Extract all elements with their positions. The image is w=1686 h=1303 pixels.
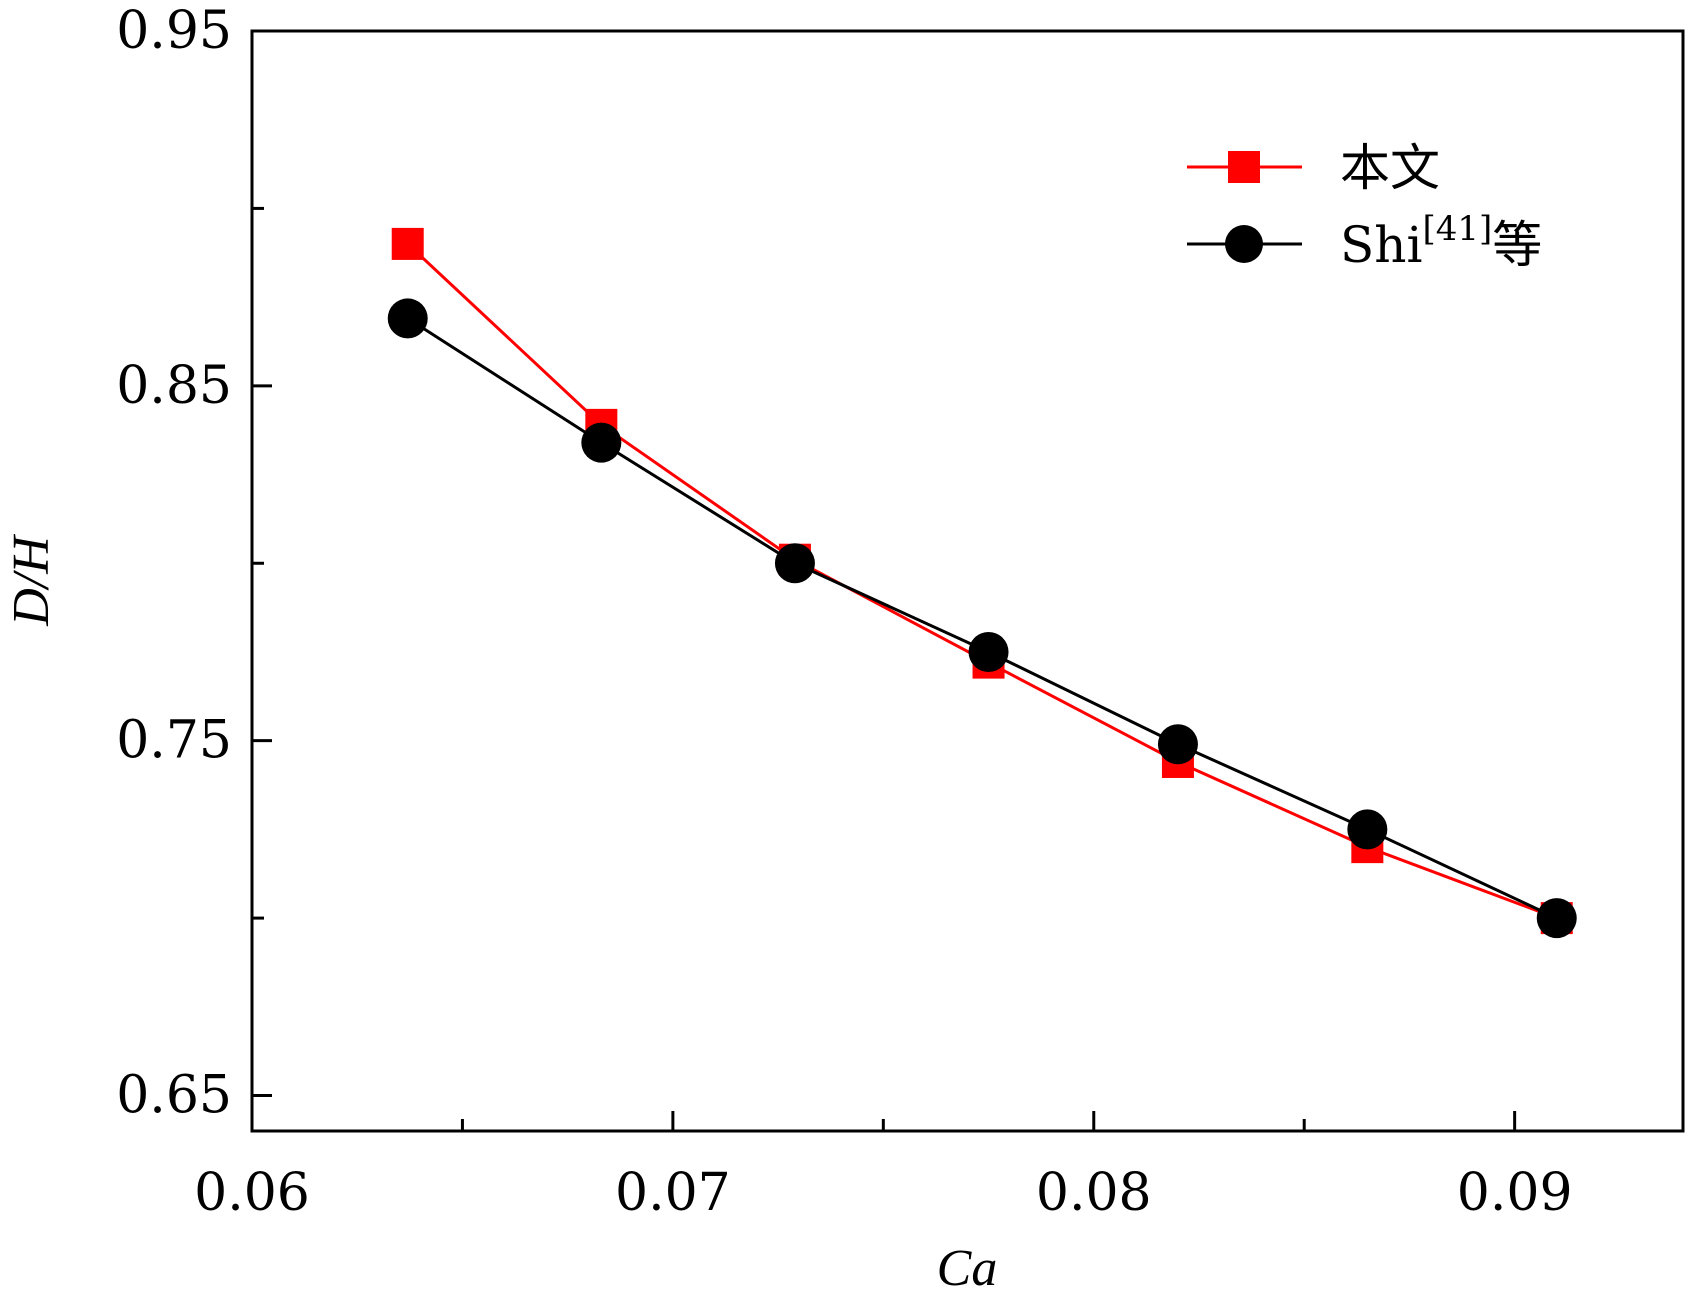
data-point-series-2 <box>1536 898 1577 939</box>
series-markers <box>387 227 1577 939</box>
x-tick-label: 0.08 <box>1036 1163 1152 1223</box>
legend-label-series-2: Shi[41]等 <box>1340 209 1542 274</box>
legend-marker-series-2 <box>1225 225 1263 263</box>
x-axis-label: Ca <box>937 1240 998 1297</box>
data-point-series-2 <box>774 543 815 584</box>
y-axis-label: D/H <box>3 534 60 627</box>
y-tick-label: 0.95 <box>116 1 232 61</box>
axis-ticks: 0.06 0.07 0.08 0.09 0.65 0.75 0.85 0.95 <box>116 1 1572 1223</box>
data-point-series-2 <box>1157 724 1198 765</box>
x-tick-label: 0.07 <box>615 1163 731 1223</box>
series-line-1 <box>406 242 1558 920</box>
legend: 本文 Shi[41]等 <box>1187 139 1542 274</box>
y-tick-label: 0.65 <box>116 1066 232 1126</box>
data-point-series-2 <box>968 631 1009 672</box>
plot-frame <box>250 29 1685 1133</box>
data-point-series-2 <box>581 422 622 463</box>
x-tick-label: 0.09 <box>1457 1163 1573 1223</box>
legend-label-series-1: 本文 <box>1340 139 1440 197</box>
y-tick-label: 0.85 <box>116 356 232 416</box>
x-tick-label: 0.06 <box>194 1163 310 1223</box>
y-tick-label: 0.75 <box>116 711 232 771</box>
data-point-series-2 <box>387 298 428 339</box>
legend-marker-series-1 <box>1228 151 1260 183</box>
data-point-series-2 <box>1347 809 1388 850</box>
series-lines <box>406 242 1558 920</box>
data-point-series-1 <box>391 227 424 260</box>
